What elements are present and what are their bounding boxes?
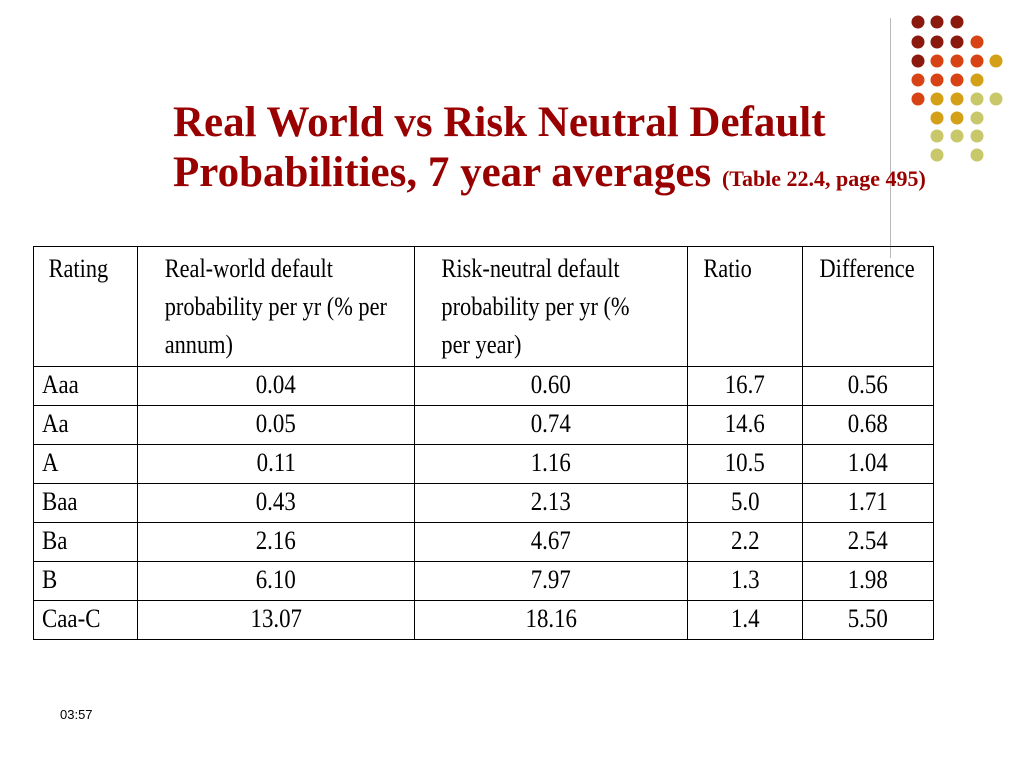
real-world-cell: 0.04 [137,366,415,406]
decorative-dot [950,129,964,143]
rating-cell: Aa [33,405,138,445]
decorative-dot [970,73,984,87]
decorative-dot [950,73,964,87]
decorative-dot [911,35,925,49]
table-row: Ba 2.16 4.67 2.2 2.54 [33,522,934,562]
table-row: Aaa 0.04 0.60 16.7 0.56 [33,366,934,406]
slide-title-source: (Table 22.4, page 495) [721,166,926,191]
header-ratio: Ratio [695,246,795,367]
rating-cell: B [33,561,138,601]
slide-title: Real World vs Risk Neutral Default Proba… [173,98,953,198]
decorative-dot-grid [911,15,1003,162]
decorative-dot [911,92,925,106]
difference-cell: 2.54 [802,522,934,562]
decorative-dot [970,148,984,162]
decorative-dot [950,54,964,68]
rating-cell: Baa [33,483,138,523]
decorative-dot [950,92,964,106]
table-row: A 0.11 1.16 10.5 1.04 [33,444,934,484]
ratio-cell: 14.6 [687,405,803,445]
ratio-cell: 10.5 [687,444,803,484]
slide-timestamp: 03:57 [60,707,93,722]
default-probability-table: Rating Real-world default probability pe… [33,246,934,640]
decorative-dot [911,54,925,68]
risk-neutral-cell: 2.13 [414,483,688,523]
ratio-cell: 1.4 [687,600,803,640]
rating-cell: Aaa [33,366,138,406]
decorative-vertical-line [890,18,891,258]
risk-neutral-cell: 0.74 [414,405,688,445]
decorative-dot [970,35,984,49]
data-table: Rating Real-world default probability pe… [33,246,934,640]
decorative-dot [930,15,944,29]
header-risk-neutral-probability: Risk-neutral default probability per yr … [433,246,669,367]
decorative-dot [930,35,944,49]
decorative-dot [989,92,1003,106]
risk-neutral-cell: 0.60 [414,366,688,406]
decorative-dot [930,54,944,68]
difference-cell: 5.50 [802,600,934,640]
rating-cell: Ba [33,522,138,562]
decorative-dot [970,54,984,68]
ratio-cell: 5.0 [687,483,803,523]
decorative-dot [911,73,925,87]
difference-cell: 0.68 [802,405,934,445]
difference-cell: 1.71 [802,483,934,523]
rating-cell: A [33,444,138,484]
real-world-cell: 0.05 [137,405,415,445]
risk-neutral-cell: 4.67 [414,522,688,562]
table-row: Baa 0.43 2.13 5.0 1.71 [33,483,934,523]
difference-cell: 1.04 [802,444,934,484]
real-world-cell: 0.11 [137,444,415,484]
table-row: Aa 0.05 0.74 14.6 0.68 [33,405,934,445]
decorative-dot [950,111,964,125]
header-rating: Rating [40,246,131,367]
difference-cell: 0.56 [802,366,934,406]
decorative-dot [950,15,964,29]
ratio-cell: 2.2 [687,522,803,562]
decorative-dot [930,129,944,143]
rating-cell: Caa-C [33,600,138,640]
decorative-dot [989,54,1003,68]
decorative-dot [930,148,944,162]
real-world-cell: 0.43 [137,483,415,523]
decorative-dot [930,73,944,87]
decorative-dot [970,111,984,125]
ratio-cell: 16.7 [687,366,803,406]
header-difference: Difference [811,246,925,367]
decorative-dot [911,15,925,29]
header-real-world-probability: Real-world default probability per yr (%… [156,246,396,367]
table-row: Caa-C 13.07 18.16 1.4 5.50 [33,600,934,640]
decorative-dot [970,92,984,106]
slide-title-main: Real World vs Risk Neutral Default Proba… [173,99,826,196]
real-world-cell: 6.10 [137,561,415,601]
decorative-dot [930,92,944,106]
decorative-dot [950,35,964,49]
difference-cell: 1.98 [802,561,934,601]
table-row: B 6.10 7.97 1.3 1.98 [33,561,934,601]
risk-neutral-cell: 1.16 [414,444,688,484]
real-world-cell: 2.16 [137,522,415,562]
risk-neutral-cell: 18.16 [414,600,688,640]
real-world-cell: 13.07 [137,600,415,640]
risk-neutral-cell: 7.97 [414,561,688,601]
decorative-dot [930,111,944,125]
table-header-row: Rating Real-world default probability pe… [34,246,934,367]
decorative-dot [970,129,984,143]
ratio-cell: 1.3 [687,561,803,601]
